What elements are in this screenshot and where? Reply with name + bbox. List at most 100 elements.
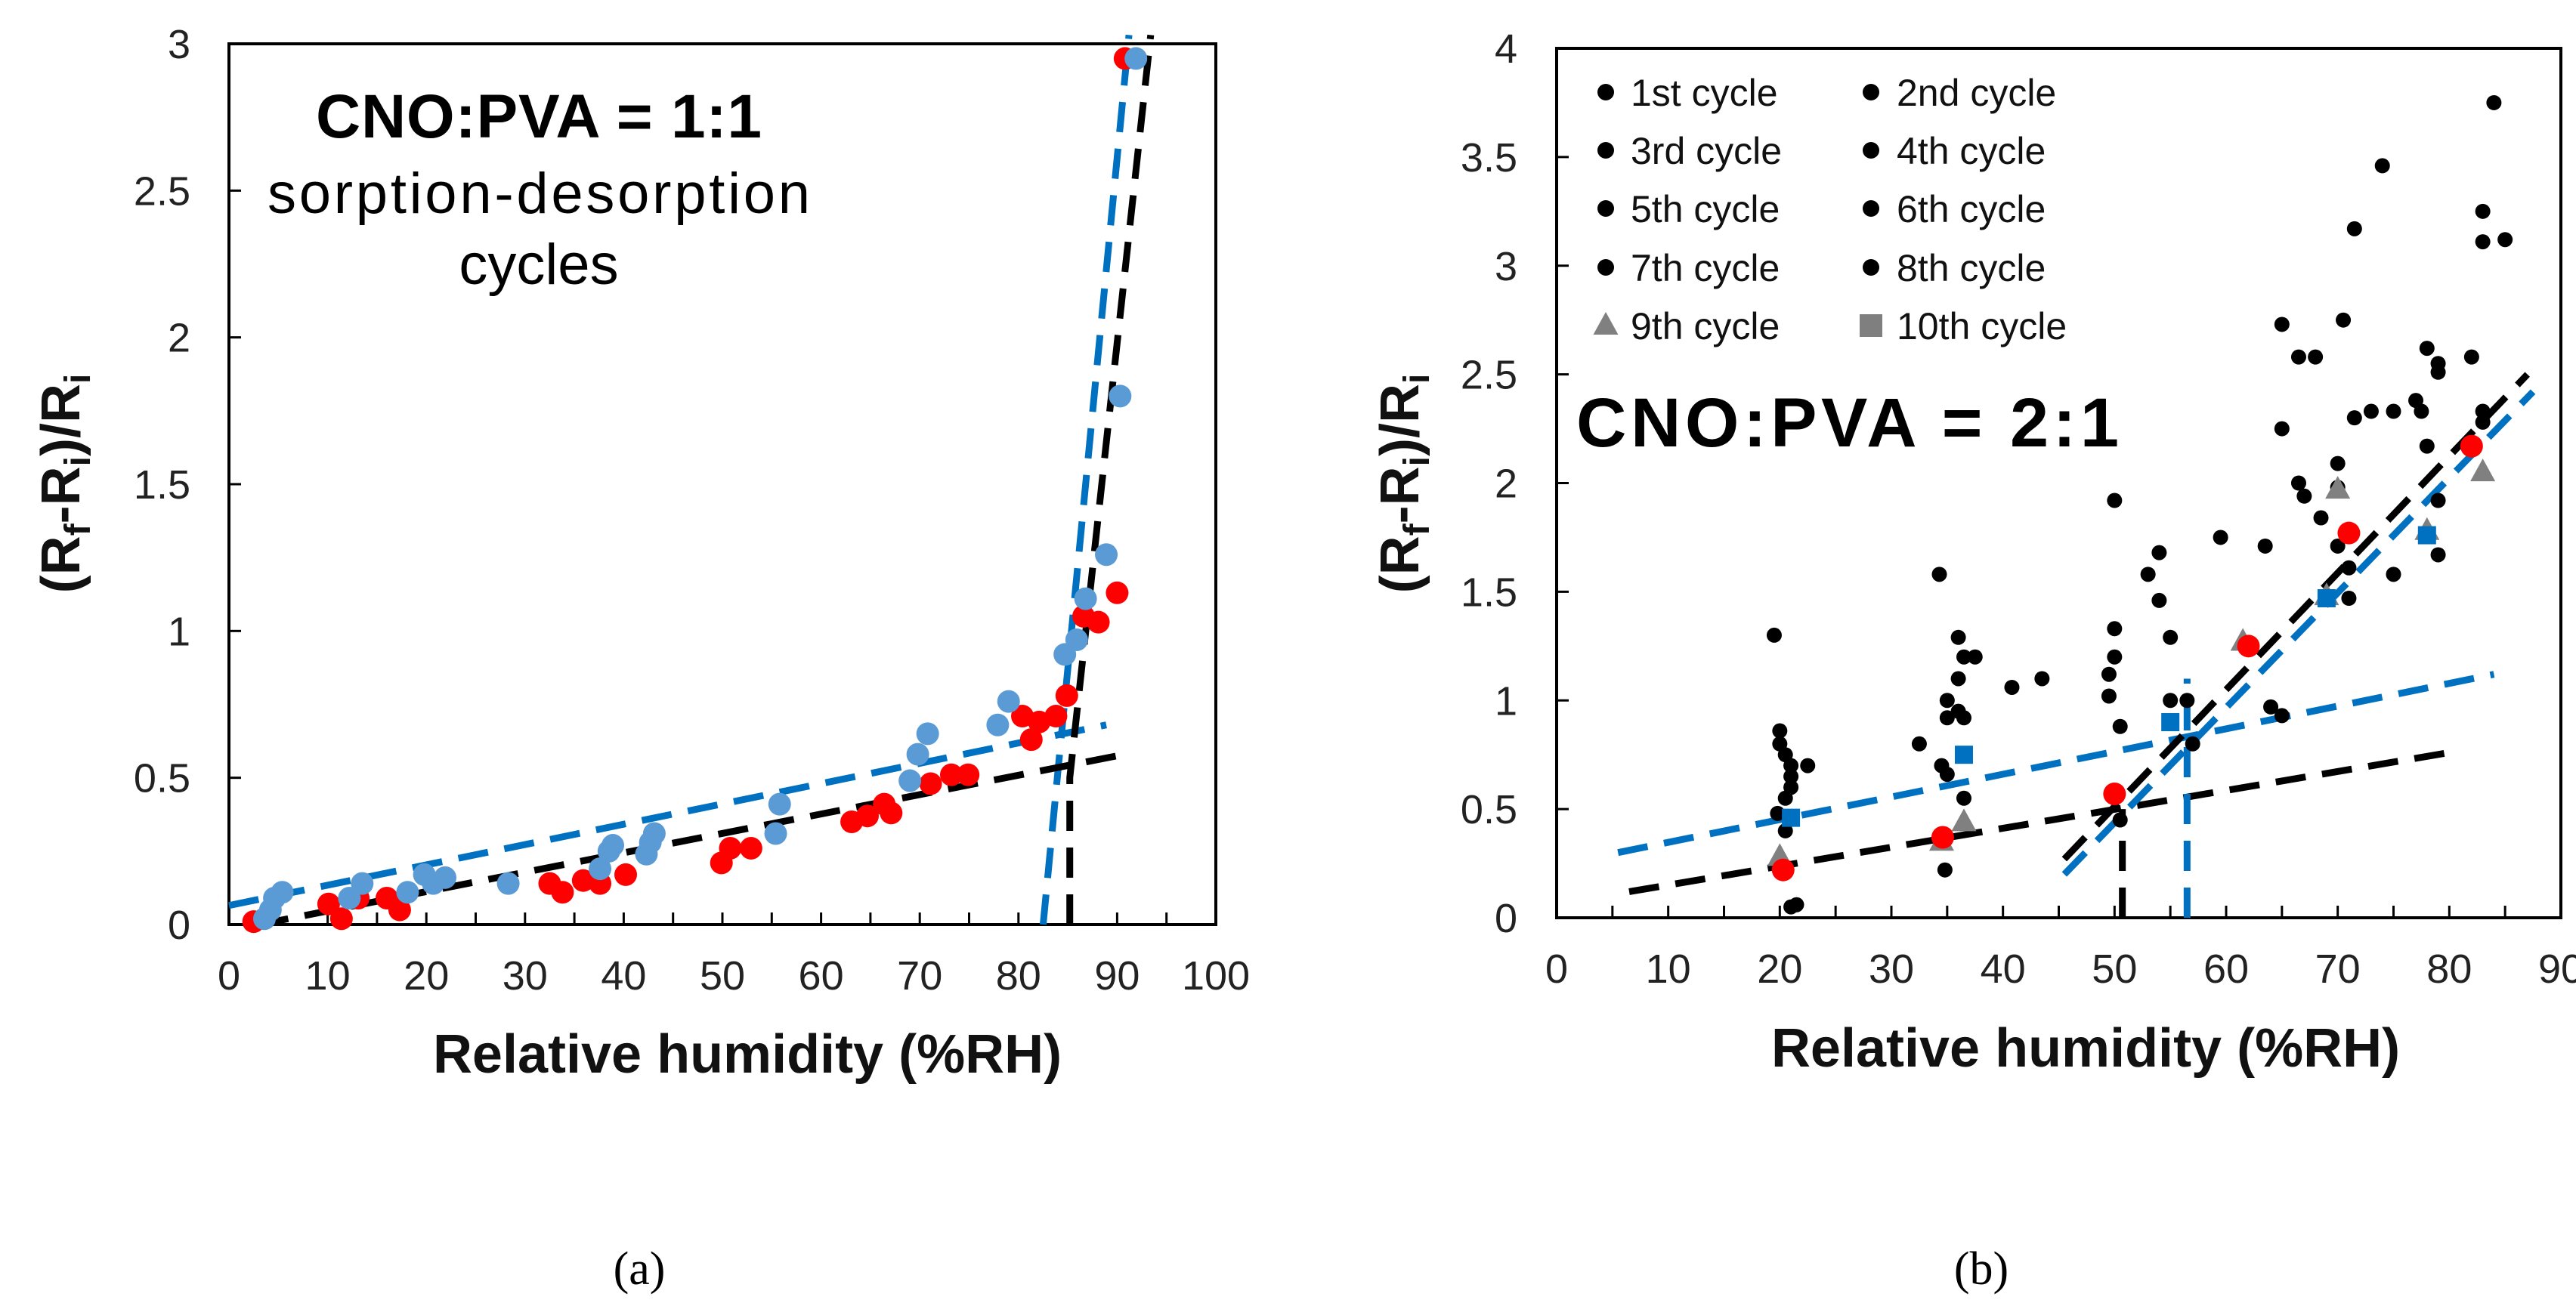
- x-tick-label: 90: [1094, 953, 1140, 999]
- legend-label: 6th cycle: [1897, 188, 2046, 230]
- y-axis-title-part: )/R: [31, 384, 91, 456]
- y-tick-label: 0: [1495, 896, 1517, 941]
- data-point: [1782, 808, 1801, 827]
- data-point: [1074, 587, 1097, 610]
- y-axis-title-part: )/R: [1370, 384, 1430, 456]
- data-point: [2101, 666, 2117, 682]
- series-0: [242, 47, 1136, 934]
- legend-item: 8th cycle: [1863, 247, 2046, 289]
- data-point: [2179, 693, 2195, 709]
- data-point: [1783, 768, 1799, 784]
- data-point: [2341, 560, 2357, 576]
- data-point: [434, 866, 457, 889]
- data-point: [2486, 94, 2502, 110]
- data-point: [2475, 203, 2491, 219]
- x-tick-label: 90: [2538, 946, 2576, 992]
- annotation-line3: cycles: [459, 233, 618, 297]
- data-point: [2341, 591, 2357, 607]
- data-point: [1783, 780, 1799, 795]
- annotation-line2: sorption-desorption: [267, 162, 810, 226]
- legend-label: 3rd cycle: [1631, 130, 1782, 172]
- data-point: [2330, 455, 2346, 471]
- data-point: [2107, 621, 2123, 637]
- data-point: [939, 763, 963, 786]
- y-tick-label: 1: [1495, 678, 1517, 724]
- series-3: [1782, 526, 2436, 827]
- data-point: [329, 907, 353, 931]
- legend-item: 5th cycle: [1597, 188, 1780, 230]
- data-point: [1019, 728, 1043, 752]
- data-point: [2290, 475, 2306, 491]
- data-point: [2414, 403, 2429, 419]
- legend-marker-circle: [1863, 259, 1879, 276]
- data-point: [571, 869, 595, 892]
- fit-line: [1628, 749, 2451, 895]
- data-point: [719, 836, 742, 860]
- data-point: [2140, 567, 2156, 582]
- legend: 1st cycle 2nd cycle 3rd cycle 4th cycle 5th …: [1593, 72, 2067, 347]
- data-point: [1911, 736, 1927, 752]
- x-tick-label: 50: [700, 953, 745, 999]
- data-point: [2112, 812, 2128, 828]
- data-point: [1770, 805, 1786, 821]
- data-point: [551, 881, 574, 904]
- data-point: [2475, 234, 2491, 250]
- y-axis-title-part: (R: [1370, 536, 1430, 593]
- data-point: [919, 772, 942, 795]
- data-point: [2475, 414, 2491, 430]
- data-point: [338, 887, 361, 910]
- legend-marker-circle: [1597, 84, 1614, 100]
- series-2: [1771, 434, 2483, 882]
- x-tick-label: 80: [996, 953, 1041, 999]
- data-point: [2237, 635, 2260, 658]
- data-point: [2337, 521, 2361, 545]
- data-point: [1931, 567, 1947, 582]
- data-point: [2346, 410, 2362, 426]
- data-point: [2101, 688, 2117, 704]
- data-point: [2274, 421, 2290, 437]
- data-point: [2107, 649, 2123, 665]
- data-point: [2103, 782, 2126, 805]
- data-point: [1777, 823, 1793, 838]
- legend-item: 10th cycle: [1860, 305, 2067, 347]
- y-tick-label: 2.5: [1461, 353, 1517, 398]
- data-point: [2161, 713, 2180, 732]
- y-axis-title-part: (R: [31, 536, 91, 593]
- data-point: [2317, 589, 2336, 608]
- y-axis-title-subscript: i: [1397, 374, 1437, 384]
- legend-marker-circle: [1863, 142, 1879, 159]
- x-tick-label: 20: [1757, 946, 1802, 992]
- y-tick-label: 1.5: [134, 462, 190, 508]
- data-point: [2151, 592, 2167, 608]
- x-axis-title: Relative humidity (%RH): [1771, 1018, 2400, 1079]
- x-tick-label: 60: [799, 953, 844, 999]
- data-point: [1800, 758, 1816, 773]
- data-point: [1951, 808, 1977, 832]
- y-tick-label: 1: [168, 609, 190, 654]
- data-point: [2308, 349, 2324, 365]
- data-point: [1954, 746, 1973, 764]
- data-point: [2430, 364, 2446, 380]
- data-point: [1956, 710, 1971, 726]
- panel-a: 0 10 20 30 40 50 60 70 80 90 100 0 0.5 1 1.5 2 2.5 3 Relat…: [31, 22, 1250, 1295]
- x-tick-label: 70: [897, 953, 942, 999]
- data-point: [2330, 538, 2346, 554]
- y-tick-label: 0.5: [134, 756, 190, 801]
- data-point: [2151, 545, 2167, 560]
- panel-caption: (a): [614, 1243, 666, 1295]
- data-point: [2419, 341, 2435, 357]
- data-point: [880, 801, 903, 825]
- data-point: [2346, 221, 2362, 236]
- data-point: [1087, 610, 1110, 634]
- data-point: [2430, 547, 2446, 563]
- y-axis-title: (Rf-Ri)/Ri: [1370, 374, 1437, 594]
- data-point: [589, 857, 612, 881]
- x-tick-label: 10: [305, 953, 351, 999]
- data-point: [739, 836, 762, 860]
- y-tick-label: 2: [1495, 462, 1517, 507]
- data-point: [2112, 718, 2128, 734]
- data-point: [642, 822, 666, 845]
- data-point: [2325, 476, 2351, 499]
- data-point: [2417, 526, 2436, 545]
- legend-label: 9th cycle: [1631, 305, 1780, 347]
